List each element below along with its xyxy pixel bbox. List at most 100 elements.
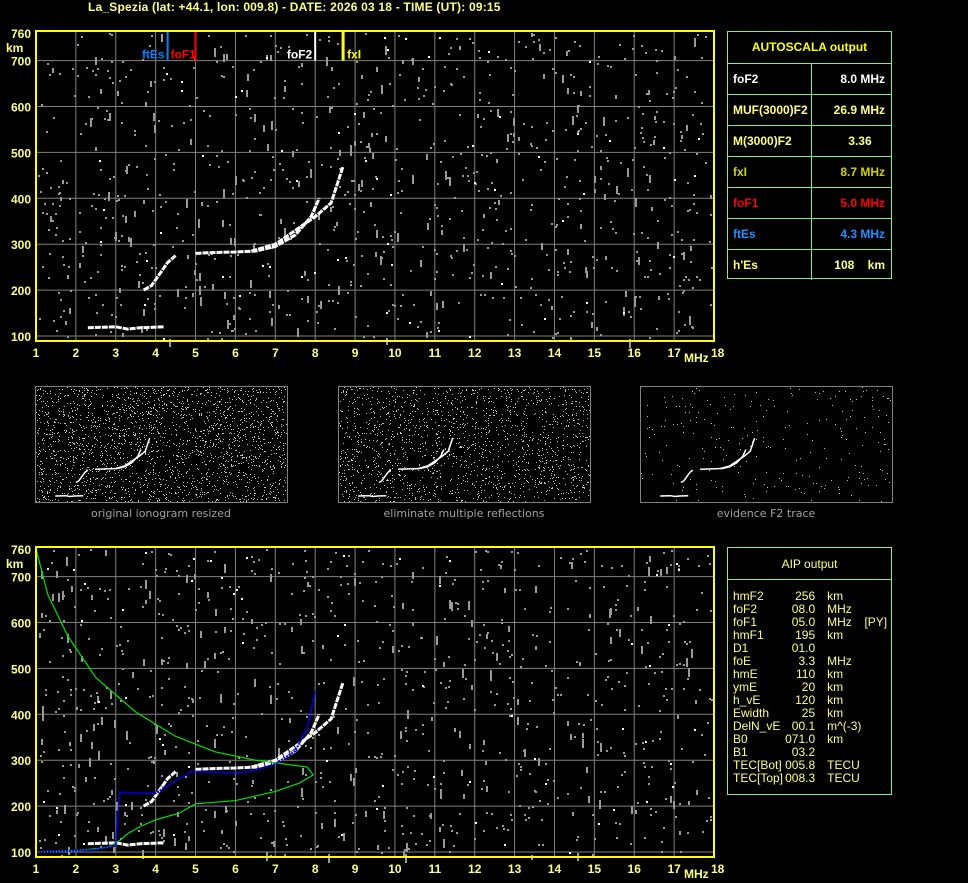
thumbnail-multiple-reflections-image [339,387,590,502]
autoscala-row-muf-3000-f2: MUF(3000)F2 26.9 MHz [728,95,891,126]
aip-row: TEC[Bot] 005.8 TECU [733,759,891,772]
aip-key: foF2 [733,602,758,616]
ionogram-plot-1: 1 2 3 4 5 6 7 8 9 10 11 12 13 14 15 16 17 18MHz7607006005… [6,543,725,881]
aip-value: 071.0 [785,732,816,746]
x-tick-label: 16 [628,346,642,360]
aip-key: TEC[Top] [733,771,784,785]
aip-output-panel: AIP output hmF2 256 km foF2 08.0 MHz foF1 05.0 M… [727,547,892,795]
aip-flag [864,720,891,733]
aip-flag [864,629,891,642]
thumbnail-noise [36,387,287,502]
aip-flag [864,733,891,746]
x-tick-label: 12 [468,346,482,360]
echo-trace [87,325,164,331]
autoscala-key: foF1 [728,188,812,218]
aip-value: 00.1 [791,719,816,733]
echo-trace [250,165,345,253]
aip-value: 110 [796,667,816,681]
x-tick-label: 7 [272,346,279,360]
thumbnail-trace [115,437,151,470]
x-tick-label: 11 [428,862,441,876]
x-tick-label: 8 [312,862,319,876]
autoscala-value: 108 km [834,258,885,272]
thumbnail-trace [680,469,694,484]
y-tick-label: 500 [11,662,31,676]
x-tick-label: 5 [192,346,199,360]
y-tick-label: 760 [11,27,31,41]
x-tick-label: 9 [352,862,359,876]
aip-value: 195 [795,628,816,642]
aip-unit: km [827,589,844,603]
y-axis-label: km [6,557,23,571]
aip-header: AIP output [728,548,891,580]
aip-unit: MHz [827,654,852,668]
aip-row: TEC[Top] 008.3 TECU [733,772,891,785]
marker-label-fxi: fxI [347,48,361,62]
aip-key: hmF1 [733,628,764,642]
aip-value: 08.0 [791,602,816,616]
aip-key: hmE [733,667,758,681]
x-tick-label: 17 [667,346,681,360]
aip-value: 005.8 [785,758,816,772]
echo-trace [87,841,164,847]
aip-flag [864,694,891,707]
x-tick-label: 9 [352,346,359,360]
x-tick-label: 11 [428,346,441,360]
aip-unit: km [827,706,844,720]
y-tick-label: 300 [11,754,31,768]
autoscala-value: 5.0 MHz [840,196,885,210]
marker-label-fof2: foF2 [287,48,313,62]
aip-flag [864,707,891,720]
aip-row: foF2 08.0 MHz [733,603,891,616]
noise-echoes [39,549,713,863]
autoscala-rows: foF2 8.0 MHz MUF(3000)F2 26.9 MHz M(3000)F2 3… [728,64,891,280]
y-tick-label: 400 [11,192,31,206]
y-tick-label: 760 [11,543,31,557]
aip-unit: m^(-3) [827,719,862,733]
aip-flag [864,759,891,772]
echo-trace [142,770,177,808]
x-tick-label: 4 [152,862,159,876]
autoscala-key: MUF(3000)F2 [728,95,812,125]
electron-density-profile-line [35,548,315,853]
y-tick-label: 100 [11,330,31,344]
aip-flag [864,668,891,681]
thumbnail-trace [660,494,689,498]
aip-flag [864,772,891,785]
thumbnail-trace [358,494,387,498]
aip-table: hmF2 256 km foF2 08.0 MHz foF1 05.0 MHz [PY] hmF1 1… [733,590,891,785]
aip-key: D1 [733,641,749,655]
caption-multiple-reflections: eliminate multiple reflections [383,507,545,520]
x-axis-label: MHz [684,351,709,365]
aip-row: hmE 110 km [733,668,891,681]
aip-unit: km [827,667,844,681]
autoscala-header: AUTOSCALA output [728,32,891,64]
aip-value: 120 [795,693,816,707]
autoscala-key: h'Es [728,250,812,280]
x-tick-label: 15 [588,346,602,360]
autoscala-output-panel: AUTOSCALA output foF2 8.0 MHz MUF(3000)F2 2… [727,31,892,280]
x-tick-label: 15 [588,862,602,876]
y-tick-label: 700 [11,571,31,585]
y-tick-label: 600 [11,101,31,115]
aip-row: DelN_vE 00.1 m^(-3) [733,720,891,733]
y-tick-label: 400 [11,708,31,722]
thumbnail-original [35,386,288,503]
y-tick-label: 500 [11,146,31,160]
aip-key: foF1 [733,615,758,629]
echo-trace [142,254,177,292]
aip-value: 3.3 [798,654,816,668]
aip-flag [864,655,891,668]
x-tick-label: 3 [112,346,119,360]
aip-row: ymE 20 km [733,681,891,694]
y-tick-label: 200 [11,284,31,298]
aip-key: hmF2 [733,589,764,603]
thumbnail-trace [720,437,756,470]
x-tick-label: 2 [73,862,80,876]
ionogram-title: La_Spezia (lat: +44.1, lon: 009.8) - DAT… [88,0,501,14]
x-tick-label: 2 [73,346,80,360]
aip-flag [864,642,891,655]
autoscala-row-h-es: h'Es 108 km [728,250,891,280]
aip-key: foE [733,654,752,668]
